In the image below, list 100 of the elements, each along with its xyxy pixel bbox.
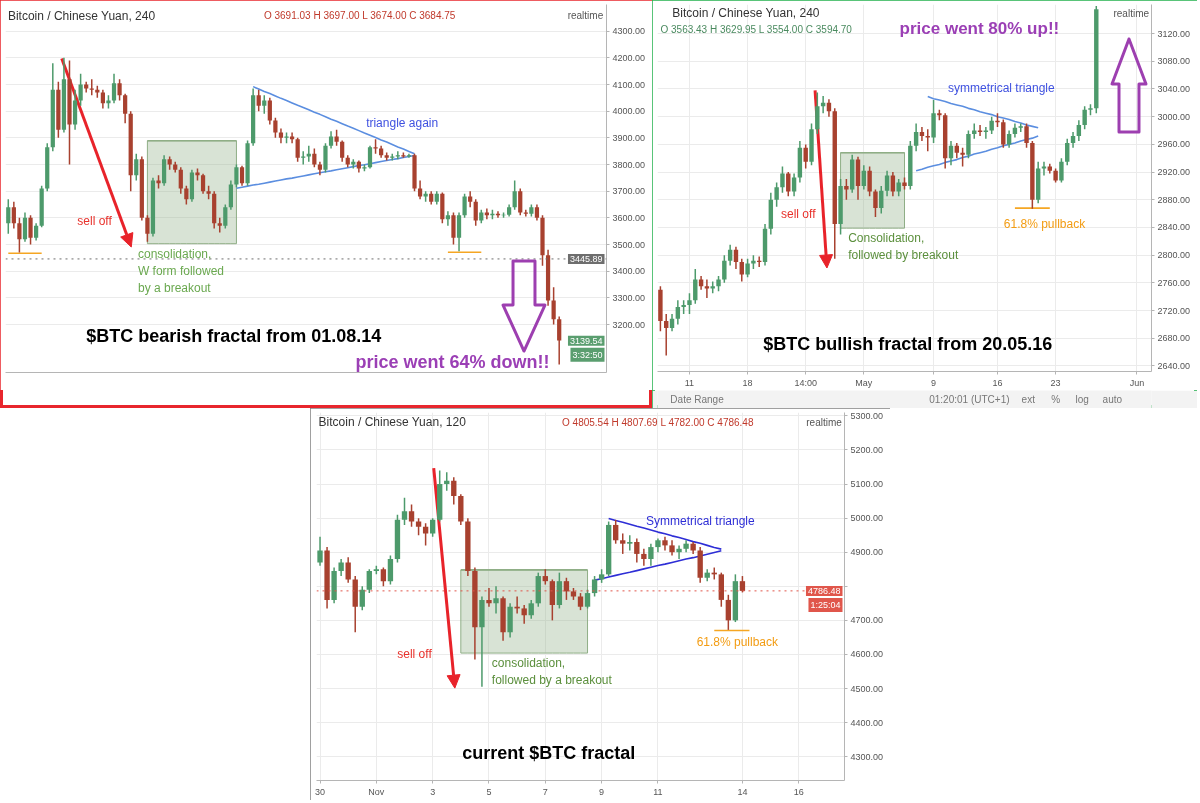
text: auto	[1102, 394, 1123, 405]
candlestick	[557, 315, 562, 366]
candlestick	[966, 129, 971, 159]
chart-title: Bitcoin / Chinese Yuan, 120	[318, 415, 467, 430]
x-tick-label: Nov	[368, 786, 385, 797]
text: %	[1051, 394, 1061, 405]
x-tick-label: 5	[486, 786, 492, 797]
x-tick-label: 18	[742, 377, 753, 388]
x-tick-label: Jun	[1129, 377, 1145, 388]
candlestick	[960, 147, 965, 168]
candlestick	[200, 173, 206, 195]
candlestick	[340, 139, 345, 163]
candlestick	[528, 599, 534, 620]
x-tick-label: 3	[430, 786, 436, 797]
chart-title: Bitcoin / Chinese Yuan, 240	[7, 8, 156, 23]
candlestick	[312, 147, 317, 168]
candlestick	[493, 585, 499, 615]
x-tick-label: 9	[599, 786, 605, 797]
annotation: 61.8% pullback	[1003, 216, 1087, 231]
annotation: triangle again	[366, 116, 439, 131]
candlestick	[228, 179, 233, 211]
candlestick	[613, 519, 619, 545]
y-tick-label: 2760.00	[1157, 277, 1191, 288]
candlestick	[345, 556, 351, 584]
candlestick	[1065, 138, 1070, 166]
candlestick	[380, 566, 387, 588]
annotation: price went 64% down!!	[355, 352, 550, 373]
ref-line-label: 3445.89	[569, 253, 603, 264]
y-tick-label: 4400.00	[850, 717, 884, 728]
candlestick	[359, 585, 365, 611]
y-tick-label: 4700.00	[850, 615, 884, 626]
candlestick	[725, 594, 732, 631]
candlestick	[451, 476, 457, 506]
candlestick	[867, 165, 872, 198]
annotation: realtime	[806, 416, 843, 428]
text: Date Range	[670, 394, 725, 405]
y-tick-label: 5100.00	[850, 479, 884, 490]
annotation: current $BTC fractal	[462, 742, 636, 763]
chart-title: Bitcoin / Chinese Yuan, 240	[672, 6, 820, 21]
candlestick	[11, 201, 16, 230]
candlestick	[687, 292, 692, 315]
annotation: sell off	[781, 206, 817, 221]
candlestick	[739, 257, 744, 283]
y-tick-label: 3700.00	[612, 186, 646, 197]
candlestick	[234, 163, 239, 188]
chart-subtitle: O 4805.54 H 4807.69 L 4782.00 C 4786.48	[562, 416, 754, 428]
candlestick	[512, 179, 517, 211]
y-tick-label: 2920.00	[1157, 167, 1191, 178]
x-tick-label: 14	[737, 786, 748, 797]
candlestick	[239, 165, 245, 187]
candlestick	[387, 554, 394, 586]
x-tick-label: 9	[931, 377, 937, 388]
candlestick	[6, 198, 11, 235]
y-tick-label: 3800.00	[612, 159, 646, 170]
candlestick	[913, 122, 919, 153]
candlestick	[549, 578, 556, 622]
candlestick	[786, 171, 791, 198]
x-tick-label: 11	[684, 377, 695, 388]
candlestick	[551, 286, 556, 326]
y-tick-label: 4100.00	[612, 79, 646, 90]
candlestick	[873, 188, 878, 218]
candlestick	[28, 214, 33, 246]
candlestick	[648, 542, 654, 567]
candlestick	[664, 313, 669, 357]
candlestick	[693, 268, 698, 305]
annotation: 3:32:50	[572, 349, 603, 360]
annotation: sell off	[77, 213, 113, 228]
y-tick-label: 4200.00	[612, 52, 646, 63]
annotation: $BTC bullish fractal from 20.05.16	[763, 333, 1053, 354]
candlestick	[417, 179, 423, 200]
y-tick-label: 4900.00	[850, 547, 884, 558]
candlestick	[256, 89, 261, 112]
text: O 3563.43 H 3629.95 L 3554.00 C 3594.70	[660, 23, 853, 35]
candlestick	[1059, 157, 1064, 184]
y-tick-label: 2960.00	[1157, 139, 1191, 150]
candlestick	[17, 217, 22, 254]
x-tick-label: May	[855, 377, 873, 388]
ref-line-label: 4786.48	[807, 585, 841, 596]
text: 01:20:01 (UTC+1)	[929, 394, 1010, 405]
annotation: consolidation, followed by a breakout	[491, 656, 613, 688]
candlestick	[273, 117, 278, 139]
candlestick	[367, 145, 373, 170]
y-tick-label: 5300.00	[850, 410, 884, 421]
y-tick-label: 3040.00	[1157, 83, 1191, 94]
candlestick	[22, 211, 28, 243]
candlestick	[473, 198, 478, 227]
y-tick-label: 4500.00	[850, 683, 884, 694]
y-tick-label: 2640.00	[1157, 360, 1191, 371]
candlestick	[408, 503, 415, 528]
x-tick-label: 16	[992, 377, 1003, 388]
candlestick	[72, 89, 78, 131]
annotation: consolidation, W form followed by a breakout	[137, 247, 224, 295]
candlestick	[267, 97, 272, 126]
candlestick	[641, 548, 647, 567]
annotation: symmetrical triangle	[947, 81, 1055, 96]
candlestick	[317, 536, 323, 567]
candlestick	[634, 537, 640, 564]
candlestick	[178, 166, 183, 195]
candlestick	[1082, 105, 1087, 130]
y-tick-label: 3000.00	[1157, 111, 1191, 122]
